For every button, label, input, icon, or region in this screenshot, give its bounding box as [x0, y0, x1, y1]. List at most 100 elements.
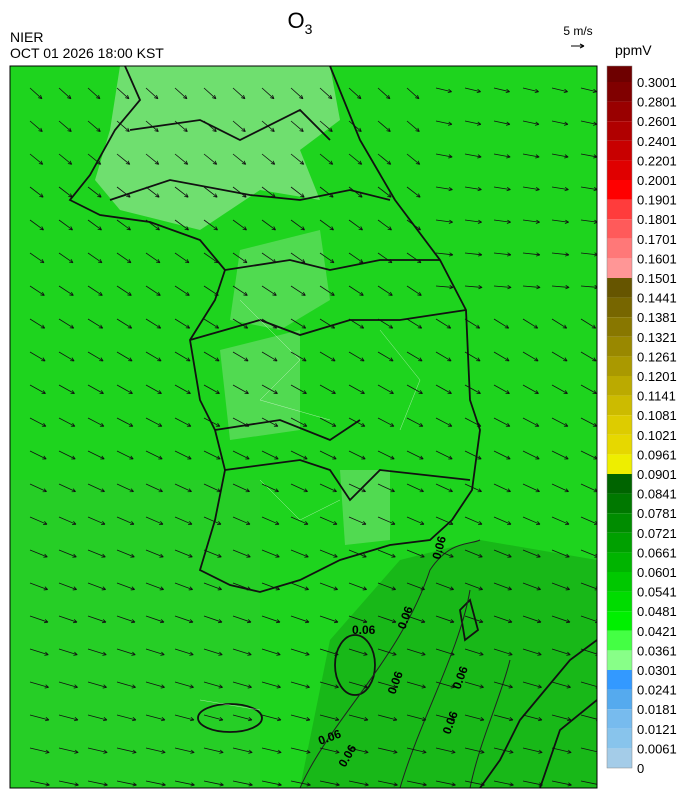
wind-arrow — [464, 285, 483, 290]
wind-arrow — [87, 648, 107, 656]
wind-arrow — [290, 450, 308, 460]
colorbar-label: 0.0661 — [637, 545, 677, 560]
wind-arrow — [522, 120, 540, 126]
wind-arrow — [319, 153, 334, 165]
wind-arrow — [435, 483, 453, 493]
wind-arrow — [232, 351, 249, 362]
wind-arrow — [290, 582, 309, 591]
wind-arrow — [435, 318, 452, 329]
colorbar-swatch — [607, 572, 632, 592]
wind-arrow — [580, 87, 597, 93]
colorbar-label: 0.1801 — [637, 212, 677, 227]
colorbar-swatch — [607, 180, 632, 200]
wind-arrow — [580, 747, 597, 754]
wind-arrow — [406, 582, 425, 591]
wind-arrow — [290, 516, 309, 525]
wind-arrow — [493, 285, 512, 290]
wind-arrow — [377, 450, 395, 460]
wind-arrow — [522, 318, 539, 329]
wind-arrow — [377, 153, 392, 165]
wind-arrow — [377, 417, 395, 427]
wind-arrow — [551, 681, 571, 689]
colorbar-swatch — [607, 650, 632, 670]
wind-arrow — [377, 318, 394, 329]
wind-arrow — [464, 252, 483, 257]
wind-arrow — [203, 714, 224, 722]
wind-arrow — [464, 747, 485, 754]
colorbar-label: 0.1901 — [637, 193, 677, 208]
wind-arrow — [435, 747, 456, 754]
colorbar-label: 0.2001 — [637, 173, 677, 188]
wind-arrow — [174, 219, 189, 231]
wind-arrow — [493, 186, 511, 192]
wind-arrow — [29, 351, 46, 362]
colorbar-label: 0.1601 — [637, 251, 677, 266]
wind-arrow — [290, 252, 306, 264]
wind-arrow — [464, 483, 482, 493]
wind-arrow — [551, 120, 569, 126]
wind-arrow — [551, 648, 571, 656]
wind-arrow — [551, 714, 572, 722]
wind-arrow — [377, 615, 397, 624]
wind-arrow — [58, 417, 76, 427]
wind-arrow — [406, 318, 423, 329]
wind-arrow — [493, 153, 511, 159]
wind-arrow — [319, 483, 337, 493]
wind-arrow — [435, 417, 453, 427]
colorbar-label: 0.2401 — [637, 134, 677, 149]
wind-arrow — [58, 648, 78, 656]
colorbar-swatch — [607, 454, 632, 474]
wind-arrow — [319, 747, 340, 754]
wind-arrow — [116, 714, 137, 722]
wind-arrow — [493, 681, 513, 689]
colorbar-label: 0.3001 — [637, 75, 677, 90]
wind-arrow — [406, 120, 420, 132]
wind-arrow — [145, 252, 161, 264]
wind-arrow — [290, 186, 305, 198]
colorbar-swatch — [607, 82, 632, 102]
wind-arrow — [29, 120, 43, 132]
colorbar-swatch — [607, 258, 632, 278]
wind-arrow — [580, 219, 597, 224]
wind-arrow — [58, 483, 76, 493]
wind-arrow — [319, 87, 333, 100]
wind-arrow — [522, 615, 542, 624]
wind-arrow — [116, 483, 134, 493]
wind-arrow — [290, 714, 311, 722]
wind-arrow — [551, 582, 570, 591]
wind-arrow — [319, 516, 338, 525]
wind-arrow — [290, 351, 307, 362]
colorbar-label: 0.0241 — [637, 683, 677, 698]
wind-arrow — [377, 747, 398, 754]
wind-arrow — [493, 483, 511, 493]
contour — [299, 539, 511, 788]
wind-arrow — [174, 186, 189, 198]
wind-arrow — [203, 120, 217, 132]
wind-arrow — [145, 285, 161, 296]
wind-arrow — [174, 780, 195, 787]
wind-field — [29, 87, 597, 787]
wind-arrow — [348, 549, 367, 558]
wind-arrow — [29, 252, 45, 264]
wind-arrow — [464, 186, 482, 192]
wind-arrow — [377, 252, 393, 264]
wind-arrow — [203, 318, 220, 329]
wind-arrow — [580, 285, 597, 290]
wind-arrow — [493, 351, 510, 362]
wind-arrow — [580, 120, 597, 126]
wind-arrow — [319, 780, 340, 787]
wind-arrow — [435, 153, 453, 159]
wind-arrow — [580, 318, 597, 329]
wind-arrow — [406, 714, 427, 722]
wind-arrow — [406, 252, 422, 264]
wind-arrow — [232, 87, 246, 100]
wind-arrow — [348, 153, 363, 165]
wind-arrow — [203, 252, 219, 264]
wind-arrow — [58, 252, 74, 264]
colorbar-swatch — [607, 317, 632, 337]
wind-arrow — [493, 648, 513, 656]
wind-arrow — [435, 780, 456, 787]
colorbar: 0.3001 0.2801 0.2601 0.2401 0.2201 0.2001 0.19… — [606, 65, 677, 776]
colorbar-label: 0.2801 — [637, 95, 677, 110]
wind-arrow — [551, 450, 569, 460]
